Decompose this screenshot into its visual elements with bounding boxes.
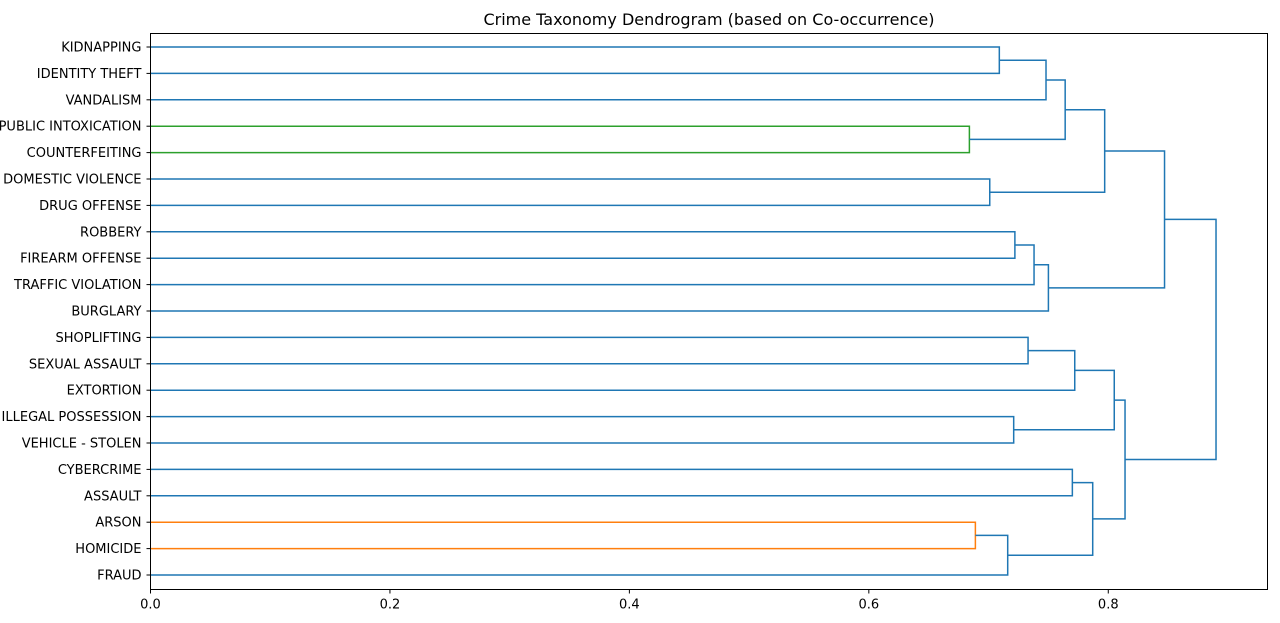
dendrogram-link-n5	[150, 178, 991, 207]
x-tick-label: 0.6	[858, 598, 879, 613]
dendrogram-link-n13	[150, 415, 1015, 444]
dendrogram-link-n9	[150, 264, 1050, 312]
leaf-label: COUNTERFEITING	[27, 146, 142, 161]
chart-title: Crime Taxonomy Dendrogram (based on Co-o…	[483, 10, 934, 29]
x-tick-label: 0.0	[140, 598, 161, 613]
leaf-label: EXTORTION	[67, 384, 142, 399]
leaf-label: TRAFFIC VIOLATION	[13, 278, 141, 293]
dendrogram-link-n18	[1007, 481, 1094, 556]
dendrogram-links	[150, 46, 1217, 576]
dendrogram-link-n6	[989, 108, 1106, 193]
x-tick-label: 0.2	[380, 598, 401, 613]
leaf-label: ARSON	[95, 516, 141, 531]
leaf-label: ROBBERY	[80, 225, 142, 240]
leaf-label: HOMICIDE	[75, 542, 141, 557]
dendrogram-link-n1	[150, 46, 1001, 75]
leaf-label: FIREARM OFFENSE	[20, 252, 141, 267]
leaf-label: SHOPLIFTING	[56, 331, 142, 346]
dendrogram-link-n11	[150, 336, 1029, 365]
dendrogram-link-n16	[150, 521, 977, 550]
dendrogram-link-n4	[969, 79, 1066, 141]
dendrogram-link-n10	[1048, 150, 1166, 289]
dendrogram-link-n17	[150, 534, 1009, 576]
x-tick-label: 0.4	[619, 598, 640, 613]
leaf-labels: KIDNAPPING IDENTITY THEFT VANDALISM PUBLIC …	[0, 41, 151, 584]
dendrogram-link-n20	[1125, 218, 1217, 461]
dendrogram-link-n7	[150, 231, 1016, 259]
dendrogram-link-n2	[150, 59, 1047, 101]
dendrogram-link-n3	[150, 125, 971, 154]
leaf-label: BURGLARY	[71, 305, 141, 320]
leaf-label: CYBERCRIME	[58, 463, 142, 478]
dendrogram-link-n8	[150, 244, 1035, 286]
dendrogram-link-n19	[1092, 399, 1126, 520]
dendrogram-link-n14	[1013, 369, 1116, 431]
leaf-label: KIDNAPPING	[61, 41, 141, 56]
leaf-label: ILLEGAL POSSESSION	[2, 410, 142, 425]
leaf-label: FRAUD	[97, 569, 141, 584]
dendrogram-link-n15	[150, 468, 1074, 497]
leaf-label: DOMESTIC VIOLENCE	[3, 173, 141, 188]
x-tick-label: 0.8	[1098, 598, 1119, 613]
leaf-label: VEHICLE - STOLEN	[22, 437, 142, 452]
leaf-label: PUBLIC INTOXICATION	[0, 120, 142, 135]
dendrogram-link-n12	[150, 349, 1076, 391]
leaf-label: SEXUAL ASSAULT	[29, 357, 142, 372]
leaf-label: VANDALISM	[66, 93, 142, 108]
x-axis-ticks: 0.0 0.2 0.4 0.6 0.8	[140, 589, 1119, 613]
leaf-label: DRUG OFFENSE	[39, 199, 141, 214]
leaf-label: IDENTITY THEFT	[37, 67, 142, 82]
leaf-label: ASSAULT	[84, 489, 141, 504]
